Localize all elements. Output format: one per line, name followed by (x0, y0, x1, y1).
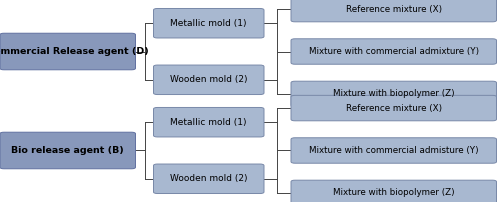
Text: Reference mixture (X): Reference mixture (X) (346, 5, 442, 14)
FancyBboxPatch shape (154, 107, 264, 137)
FancyBboxPatch shape (291, 180, 496, 202)
FancyBboxPatch shape (154, 65, 264, 95)
FancyBboxPatch shape (154, 8, 264, 38)
Text: Mixture with commercial admisture (Y): Mixture with commercial admisture (Y) (309, 146, 478, 155)
FancyBboxPatch shape (0, 33, 136, 70)
Text: Mixture with commercial admixture (Y): Mixture with commercial admixture (Y) (308, 47, 479, 56)
Text: Metallic mold (1): Metallic mold (1) (170, 118, 247, 127)
FancyBboxPatch shape (291, 0, 496, 22)
Text: Wooden mold (2): Wooden mold (2) (170, 75, 248, 84)
FancyBboxPatch shape (154, 164, 264, 194)
Text: Wooden mold (2): Wooden mold (2) (170, 174, 248, 183)
Text: Bio release agent (B): Bio release agent (B) (12, 146, 124, 155)
Text: Mixture with biopolymer (Z): Mixture with biopolymer (Z) (333, 188, 454, 197)
FancyBboxPatch shape (291, 39, 496, 64)
FancyBboxPatch shape (0, 132, 136, 169)
Text: Mixture with biopolymer (Z): Mixture with biopolymer (Z) (333, 89, 454, 98)
Text: Reference mixture (X): Reference mixture (X) (346, 104, 442, 113)
FancyBboxPatch shape (291, 81, 496, 107)
FancyBboxPatch shape (291, 95, 496, 121)
FancyBboxPatch shape (291, 138, 496, 163)
Text: Metallic mold (1): Metallic mold (1) (170, 19, 247, 28)
Text: Commercial Release agent (D): Commercial Release agent (D) (0, 47, 148, 56)
